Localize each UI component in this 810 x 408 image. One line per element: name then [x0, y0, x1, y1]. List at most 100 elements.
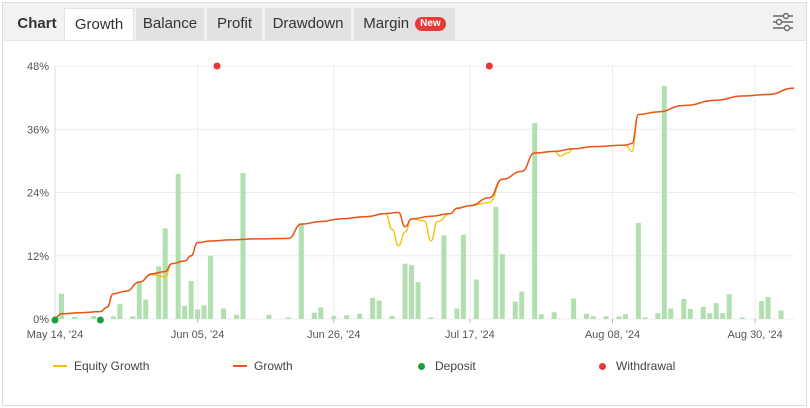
profit-bar: [512, 301, 518, 319]
profit-bar: [188, 281, 194, 319]
tab-growth[interactable]: Growth: [64, 8, 134, 40]
profit-bar: [117, 304, 123, 319]
legend-deposit[interactable]: Deposit: [418, 357, 476, 375]
profit-bar: [603, 316, 609, 319]
profit-bar: [357, 313, 363, 319]
legend-growth-label: Growth: [254, 359, 293, 373]
y-tick-label: 48%: [27, 61, 49, 73]
profit-bar: [136, 281, 142, 319]
profit-bar: [175, 174, 181, 319]
profit-bar: [519, 291, 525, 319]
profit-bar: [584, 313, 590, 319]
profit-bar: [616, 316, 622, 319]
profit-bar: [551, 312, 557, 319]
profit-bar: [759, 301, 765, 319]
legend-equity-growth[interactable]: Equity Growth: [53, 357, 149, 375]
profit-bar: [389, 315, 395, 319]
profit-bar: [110, 316, 116, 319]
profit-bar: [668, 308, 674, 319]
tab-margin[interactable]: Margin New: [354, 8, 455, 40]
profit-bar: [298, 223, 304, 319]
tab-balance-label: Balance: [142, 15, 198, 32]
profit-bar: [331, 315, 337, 319]
tab-drawdown[interactable]: Drawdown: [265, 8, 351, 40]
profit-bar: [493, 206, 499, 319]
profit-bar: [201, 305, 207, 319]
profit-bar: [622, 314, 628, 319]
legend-deposit-swatch: [418, 362, 425, 370]
profit-bar: [156, 266, 162, 319]
legend-equity-label: Equity Growth: [74, 359, 150, 373]
profit-bar: [240, 172, 246, 319]
tab-drawdown-label: Drawdown: [272, 15, 344, 32]
profit-bar: [720, 313, 726, 319]
tab-chart-label: Chart: [17, 15, 57, 32]
legend-equity-swatch: [53, 365, 67, 367]
deposit-marker: [51, 316, 59, 324]
profit-bar: [538, 314, 544, 319]
profit-bar: [765, 296, 771, 319]
x-tick-label: Jun 26, '24: [307, 329, 360, 341]
profit-bar: [571, 298, 577, 319]
legend-deposit-label: Deposit: [435, 359, 476, 373]
settings-sliders-icon[interactable]: [772, 12, 794, 32]
profit-bar: [532, 122, 538, 319]
profit-bar: [415, 282, 421, 319]
profit-bar: [182, 305, 188, 319]
x-tick-label: May 14, '24: [27, 329, 84, 341]
x-tick-label: Jun 05, '24: [171, 329, 224, 341]
profit-bar: [739, 317, 745, 319]
profit-bar: [130, 316, 136, 319]
tab-balance[interactable]: Balance: [136, 8, 204, 40]
profit-bar: [409, 265, 415, 319]
profit-bar: [428, 317, 434, 319]
profit-bar: [499, 254, 505, 319]
legend-withdrawal[interactable]: Withdrawal: [599, 357, 675, 375]
profit-bar: [208, 255, 214, 319]
legend-withdrawal-swatch: [599, 362, 606, 370]
deposit-marker: [96, 316, 104, 324]
growth-chart: 0% 12% 24% 36% 48% May 14, '24 Jun 05, '24 Jun …: [27, 61, 795, 341]
profit-bar: [713, 303, 719, 319]
y-tick-label: 12%: [27, 251, 49, 263]
profit-bar: [642, 317, 648, 319]
tab-margin-label: Margin: [363, 15, 410, 32]
tab-profit[interactable]: Profit: [207, 8, 262, 40]
profit-bar: [681, 298, 687, 319]
profit-bar: [376, 300, 382, 319]
tab-profit-label: Profit: [216, 15, 252, 32]
profit-bar: [195, 309, 201, 319]
x-tick-label: Aug 30, '24: [727, 329, 782, 341]
profit-bar: [655, 313, 661, 319]
profit-bar: [58, 293, 64, 319]
legend-growth-swatch: [233, 365, 247, 367]
profit-bar: [661, 86, 667, 319]
profit-bar: [370, 297, 376, 319]
profit-bar: [162, 228, 168, 319]
tab-bar: Chart Growth Balance Profit Drawdown Mar…: [3, 3, 806, 41]
profit-bar: [221, 308, 227, 319]
profit-bar: [143, 299, 149, 319]
profit-bar: [635, 223, 641, 319]
profit-bar: [778, 310, 784, 319]
x-tick-label: Jul 17, '24: [445, 329, 495, 341]
profit-bar: [700, 306, 706, 319]
profit-bar: [234, 314, 240, 319]
x-tick-label: Aug 08, '24: [585, 329, 640, 341]
profit-bar: [707, 313, 713, 319]
profit-bar: [344, 315, 350, 319]
tab-chart: Chart: [7, 8, 67, 40]
profit-bar: [91, 315, 97, 319]
profit-bar: [454, 308, 460, 319]
profit-bar: [726, 294, 732, 319]
profit-bar: [311, 312, 317, 319]
growth-line: [54, 87, 795, 319]
profit-bar: [687, 308, 693, 319]
legend-growth[interactable]: Growth: [233, 357, 293, 375]
profit-bar: [402, 263, 408, 319]
profit-bar: [318, 307, 324, 319]
tab-growth-label: Growth: [74, 16, 124, 33]
legend-withdrawal-label: Withdrawal: [616, 359, 676, 373]
profit-bar: [71, 316, 77, 319]
